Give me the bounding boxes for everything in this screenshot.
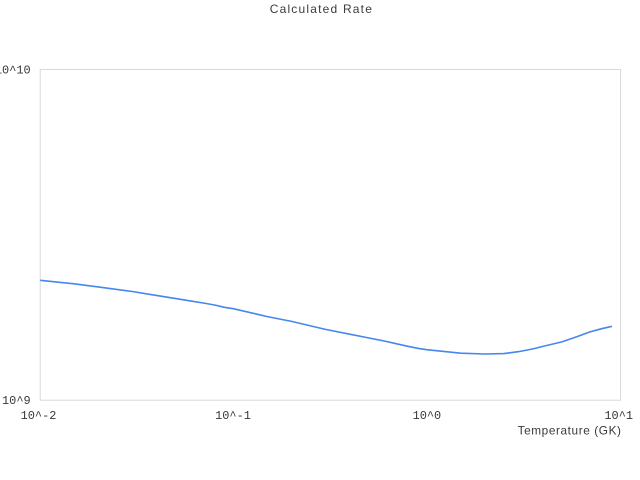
svg-text:Temperature (GK): Temperature (GK) [518,423,622,437]
svg-text:10^-2: 10^-2 [21,409,57,423]
svg-text:10^1: 10^1 [604,409,633,423]
svg-text:10^0: 10^0 [413,409,442,423]
svg-text:10^9: 10^9 [2,394,31,408]
svg-text:Calculated Rate: Calculated Rate [270,2,373,16]
svg-text:10^10: 10^10 [0,64,31,78]
svg-text:10^-1: 10^-1 [215,409,251,423]
